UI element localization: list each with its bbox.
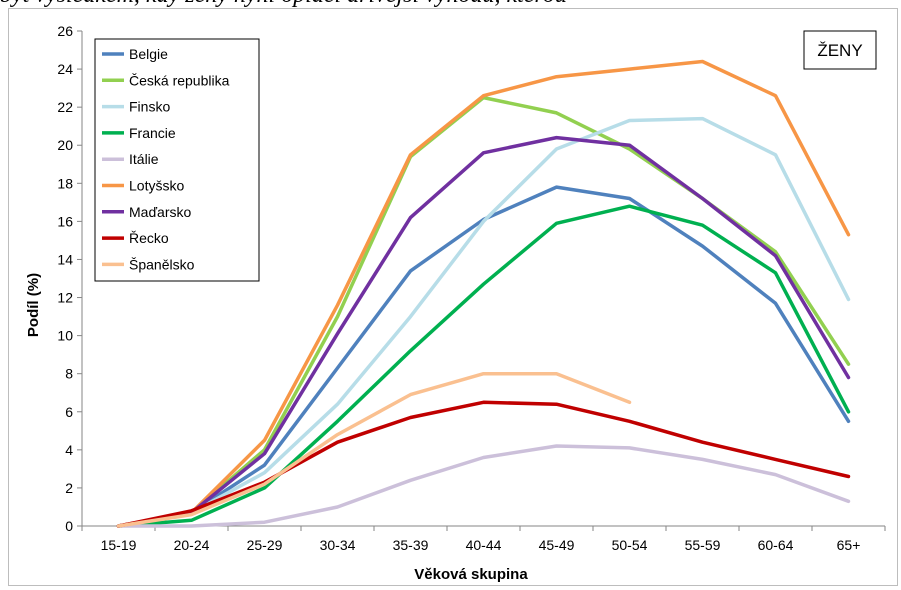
y-tick-label: 16 bbox=[57, 213, 73, 229]
y-tick-label: 4 bbox=[65, 442, 73, 458]
x-tick-label: 50-54 bbox=[612, 537, 648, 553]
y-tick-label: 10 bbox=[57, 328, 73, 344]
y-tick-label: 6 bbox=[65, 404, 73, 420]
y-tick-label: 2 bbox=[65, 480, 73, 496]
legend-label: Lotyšsko bbox=[129, 178, 184, 194]
series-line bbox=[116, 400, 851, 528]
y-tick-label: 18 bbox=[57, 175, 73, 191]
x-tick-label: 55-59 bbox=[685, 537, 721, 553]
x-tick-label: 30-34 bbox=[320, 537, 356, 553]
y-tick-label: 22 bbox=[57, 99, 73, 115]
x-tick-label: 40-44 bbox=[466, 537, 502, 553]
series-line bbox=[116, 135, 851, 528]
badge-box bbox=[803, 30, 877, 70]
series-line bbox=[116, 59, 851, 528]
y-tick-label: 20 bbox=[57, 137, 73, 153]
y-tick-label: 14 bbox=[57, 251, 73, 267]
legend-label: Česká republika bbox=[129, 72, 230, 88]
series-line bbox=[116, 204, 851, 528]
y-tick-label: 12 bbox=[57, 290, 73, 306]
x-tick-label: 65+ bbox=[837, 537, 861, 553]
x-tick-label: 20-24 bbox=[174, 537, 210, 553]
series-line bbox=[116, 116, 851, 528]
x-axis-title: Věková skupina bbox=[414, 566, 528, 583]
chart-frame: 0 2 4 6 8 10 12 14 16 18 20 22 24 26 15-19 20-24 25-29 30… bbox=[8, 8, 898, 586]
x-tick-label: 25-29 bbox=[247, 537, 283, 553]
badge-label: ŽENY bbox=[817, 41, 862, 60]
legend-label: Finsko bbox=[129, 99, 170, 115]
top-caption: byt výsledkem, kdy ženy nyní oplácí dřív… bbox=[0, 0, 901, 12]
legend-label: Španělsko bbox=[129, 256, 195, 272]
series-lines bbox=[116, 59, 851, 528]
x-tick-label: 60-64 bbox=[758, 537, 794, 553]
series-line bbox=[116, 371, 632, 528]
x-tick-label: 15-19 bbox=[101, 537, 137, 553]
y-axis-title: Podíl (%) bbox=[25, 273, 42, 337]
x-tick-label: 45-49 bbox=[539, 537, 575, 553]
legend-label: Maďarsko bbox=[129, 204, 192, 220]
legend-label: Francie bbox=[129, 125, 176, 141]
y-tick-label: 8 bbox=[65, 366, 73, 382]
y-tick-label: 26 bbox=[57, 23, 73, 39]
y-tick-label: 24 bbox=[57, 61, 73, 77]
series-line bbox=[116, 444, 851, 528]
y-tick-label: 0 bbox=[65, 518, 73, 534]
legend-label: Itálie bbox=[129, 151, 159, 167]
x-tick-label: 35-39 bbox=[393, 537, 429, 553]
legend-label: Belgie bbox=[129, 46, 168, 62]
zeny-badge: ŽENY bbox=[803, 30, 877, 70]
legend-label: Řecko bbox=[129, 230, 169, 246]
legend: Belgie Česká republika Finsko Francie Itálie… bbox=[94, 38, 260, 282]
